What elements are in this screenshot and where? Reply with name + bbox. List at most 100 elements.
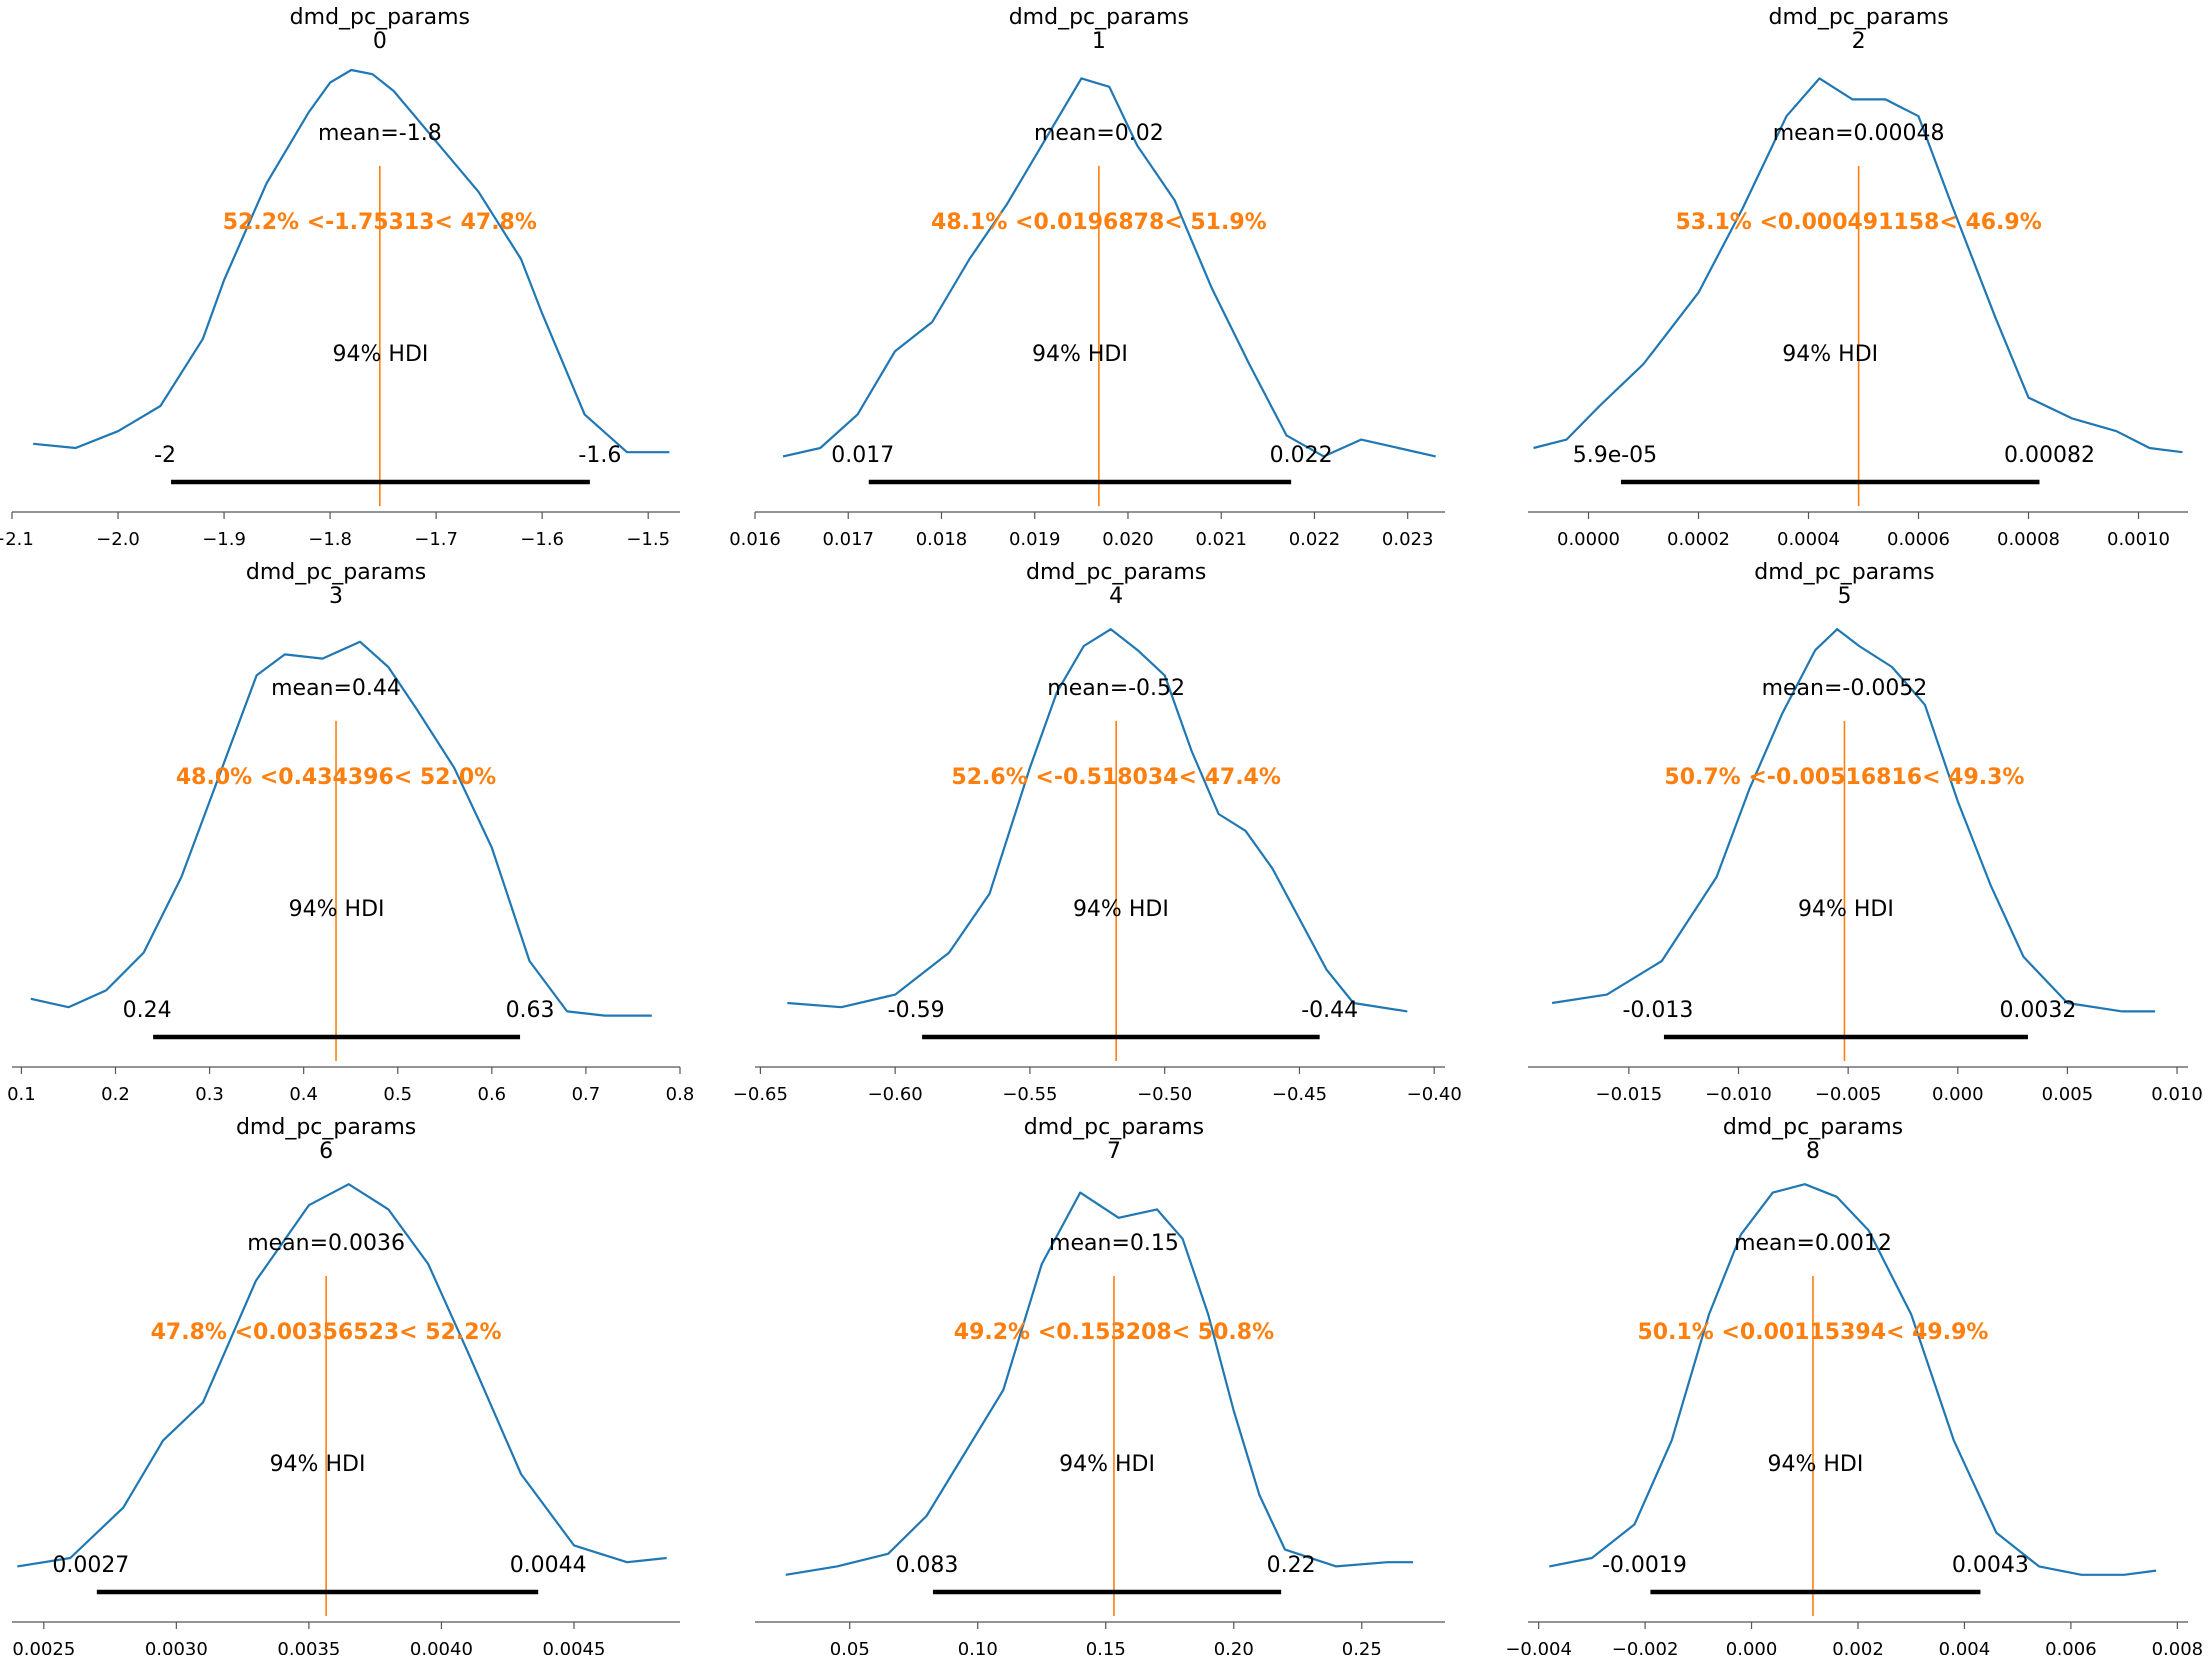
x-tick-label: 0.0008: [1997, 529, 2060, 550]
hdi-high-label: 0.00082: [2004, 443, 2095, 468]
hdi-high-label: 0.0044: [510, 1553, 587, 1578]
x-tick-label: 0.000: [1932, 1084, 1984, 1105]
hdi-low-label: 0.24: [123, 998, 172, 1023]
hdi-high-label: -0.44: [1301, 998, 1358, 1023]
reference-label: 52.2% <-1.75313< 47.8%: [223, 210, 537, 235]
hdi-low-label: 5.9e-05: [1573, 443, 1657, 468]
x-tick-label: 0.25: [1342, 1639, 1382, 1655]
x-tick-label: 0.10: [958, 1639, 998, 1655]
mean-label: mean=0.0012: [1734, 1231, 1892, 1256]
panel-title: dmd_pc_params: [1026, 560, 1206, 585]
panel-subtitle: 5: [1837, 584, 1851, 609]
x-tick-label: 0.005: [2042, 1084, 2094, 1105]
x-tick-label: 0.1: [7, 1084, 36, 1105]
x-tick-label: 0.0004: [1777, 529, 1840, 550]
hdi-high-label: 0.22: [1267, 1553, 1316, 1578]
x-tick-label: 0.2: [101, 1084, 130, 1105]
x-tick-label: 0.0002: [1667, 529, 1730, 550]
x-tick-label: 0.3: [195, 1084, 224, 1105]
x-tick-label: 0.0045: [542, 1639, 605, 1655]
x-tick-label: −2.0: [96, 529, 140, 550]
panel-title: dmd_pc_params: [1723, 1115, 1903, 1140]
hdi-label: 94% HDI: [289, 897, 385, 922]
x-tick-label: −0.002: [1612, 1639, 1679, 1655]
hdi-label: 94% HDI: [1782, 342, 1878, 367]
x-tick-label: 0.20: [1214, 1639, 1254, 1655]
x-tick-label: 0.0035: [277, 1639, 340, 1655]
mean-label: mean=-0.0052: [1762, 676, 1928, 701]
hdi-high-label: 0.0032: [1999, 998, 2076, 1023]
panel-subtitle: 8: [1806, 1139, 1820, 1164]
reference-label: 52.6% <-0.518034< 47.4%: [951, 765, 1280, 790]
x-tick-label: −0.65: [733, 1084, 788, 1105]
density-curve: [33, 68, 670, 454]
density-curve: [30, 640, 652, 1017]
hdi-label: 94% HDI: [333, 342, 429, 367]
x-tick-label: 0.0010: [2107, 529, 2170, 550]
x-tick-label: 0.010: [2151, 1084, 2203, 1105]
panel-title: dmd_pc_params: [1754, 560, 1934, 585]
x-tick-label: 0.5: [383, 1084, 412, 1105]
x-tick-label: 0.018: [916, 529, 968, 550]
reference-label: 49.2% <0.153208< 50.8%: [954, 1320, 1274, 1345]
x-tick-label: 0.0030: [145, 1639, 208, 1655]
panel-subtitle: 0: [373, 29, 387, 54]
mean-label: mean=0.44: [271, 676, 401, 701]
panel-title: dmd_pc_params: [236, 1115, 416, 1140]
hdi-label: 94% HDI: [1073, 897, 1169, 922]
x-tick-label: −0.50: [1137, 1084, 1192, 1105]
x-tick-label: −1.7: [414, 529, 458, 550]
reference-label: 48.1% <0.0196878< 51.9%: [931, 210, 1267, 235]
x-tick-label: 0.05: [830, 1639, 870, 1655]
x-tick-label: 0.020: [1102, 529, 1154, 550]
x-tick-label: −2.1: [0, 529, 34, 550]
hdi-high-label: 0.0043: [1952, 1553, 2029, 1578]
panel-title: dmd_pc_params: [1768, 5, 1948, 30]
x-tick-label: 0.008: [2152, 1639, 2204, 1655]
mean-label: mean=-1.8: [318, 121, 442, 146]
reference-label: 50.1% <0.00115394< 49.9%: [1637, 1320, 1988, 1345]
density-curve: [787, 628, 1408, 1013]
hdi-low-label: 0.0027: [52, 1553, 129, 1578]
mean-label: mean=0.0036: [247, 1231, 405, 1256]
hdi-low-label: -0.0019: [1602, 1553, 1687, 1578]
hdi-low-label: -0.59: [888, 998, 945, 1023]
x-tick-label: −0.010: [1705, 1084, 1772, 1105]
panel-title: dmd_pc_params: [246, 560, 426, 585]
x-tick-label: 0.15: [1086, 1639, 1126, 1655]
x-tick-label: −0.015: [1596, 1084, 1663, 1105]
density-curve: [785, 1191, 1413, 1576]
x-tick-label: −1.9: [202, 529, 246, 550]
hdi-label: 94% HDI: [1798, 897, 1894, 922]
panel-subtitle: 6: [319, 1139, 333, 1164]
x-tick-label: 0.019: [1009, 529, 1061, 550]
mean-label: mean=-0.52: [1047, 676, 1185, 701]
x-tick-label: −0.60: [868, 1084, 923, 1105]
reference-label: 47.8% <0.00356523< 52.2%: [151, 1320, 502, 1345]
x-tick-label: 0.7: [572, 1084, 601, 1105]
panel-title: dmd_pc_params: [290, 5, 470, 30]
x-tick-label: 0.8: [666, 1084, 695, 1105]
x-tick-label: 0.0040: [410, 1639, 473, 1655]
x-tick-label: 0.002: [1832, 1639, 1884, 1655]
hdi-high-label: -1.6: [578, 443, 621, 468]
x-tick-label: −1.5: [626, 529, 670, 550]
reference-label: 48.0% <0.434396< 52.0%: [176, 765, 496, 790]
hdi-low-label: -0.013: [1622, 998, 1693, 1023]
density-curve: [1533, 77, 2183, 454]
panel-subtitle: 2: [1852, 29, 1866, 54]
panel-subtitle: 7: [1107, 1139, 1121, 1164]
hdi-low-label: -2: [154, 443, 176, 468]
panel-subtitle: 4: [1109, 584, 1123, 609]
hdi-high-label: 0.022: [1270, 443, 1333, 468]
panel-title: dmd_pc_params: [1024, 1115, 1204, 1140]
